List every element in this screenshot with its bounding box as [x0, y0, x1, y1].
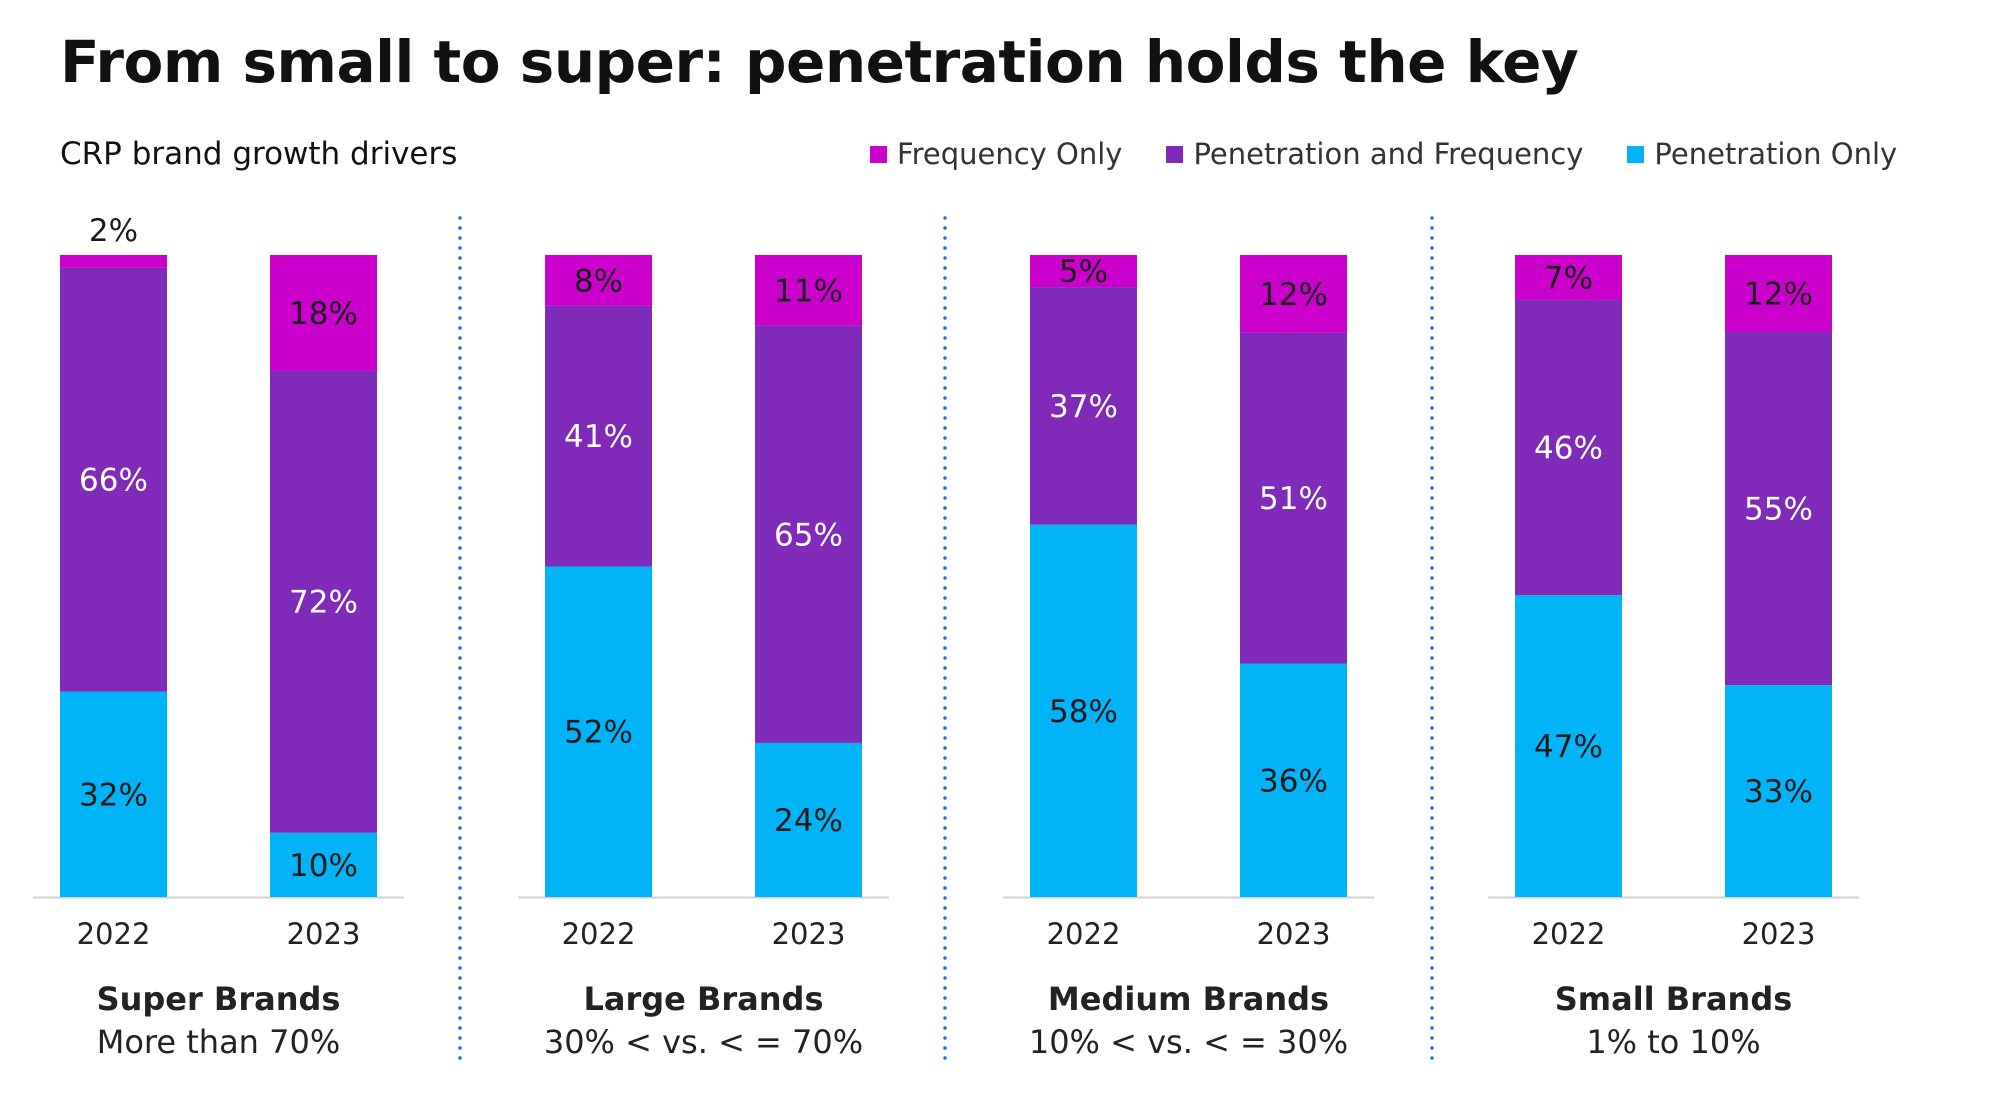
data-label: 10% [289, 848, 358, 884]
legend-item-penetration-and-frequency: Penetration and Frequency [1166, 137, 1583, 171]
legend-swatch-penetration-only [1627, 145, 1645, 163]
group-subtitle: More than 70% [97, 1023, 341, 1061]
bar-segment-penetration-and-frequency [1515, 299, 1622, 596]
data-label: 8% [574, 263, 623, 299]
data-label: 47% [1534, 729, 1603, 765]
bar-segment-penetration-and-frequency [1725, 332, 1832, 686]
data-label: 58% [1049, 694, 1118, 730]
data-label: 12% [1744, 277, 1813, 313]
chart-subtitle: CRP brand growth drivers [60, 136, 458, 172]
bar-segment-penetration-and-frequency [545, 305, 652, 567]
legend-label: Penetration Only [1654, 137, 1898, 171]
bar-segment-penetration-and-frequency [270, 370, 377, 833]
data-label: 52% [564, 715, 633, 751]
bar-segment-penetration-only [1515, 595, 1622, 897]
data-label: 12% [1259, 277, 1328, 313]
x-tick-label: 2022 [1047, 917, 1121, 951]
group-subtitle: 1% to 10% [1586, 1023, 1760, 1061]
data-label: 33% [1744, 774, 1813, 810]
bar-segment-frequency-only [1725, 255, 1832, 333]
group-title: Medium Brands [1048, 980, 1329, 1018]
bar-segment-frequency-only [1240, 255, 1347, 333]
legend-item-frequency-only: Frequency Only [870, 137, 1122, 171]
bar-segment-penetration-only [1240, 663, 1347, 897]
x-tick-label: 2023 [772, 917, 846, 951]
data-label: 41% [564, 419, 633, 455]
legend-label: Penetration and Frequency [1193, 137, 1584, 171]
bar-segment-frequency-only [1030, 255, 1137, 288]
data-label: 24% [774, 803, 843, 839]
bar-segment-frequency-only [270, 255, 377, 371]
bar-segment-penetration-only [545, 566, 652, 897]
bar-segment-penetration-only [1030, 524, 1137, 897]
data-label: 72% [289, 585, 358, 621]
bar-segment-penetration-only [60, 691, 167, 897]
bar-segment-penetration-and-frequency [60, 267, 167, 692]
data-label: 51% [1259, 481, 1328, 517]
x-tick-label: 2022 [77, 917, 151, 951]
group-title: Large Brands [583, 980, 823, 1018]
bar-segment-frequency-only [60, 255, 167, 268]
bar-segment-penetration-and-frequency [1030, 287, 1137, 525]
legend-swatch-frequency-only [870, 145, 887, 163]
bar-segment-penetration-and-frequency [755, 325, 862, 743]
legend-item-penetration-only: Penetration Only [1627, 137, 1897, 171]
data-label: 32% [79, 777, 148, 813]
data-label: 66% [79, 463, 148, 499]
data-label: 7% [1544, 260, 1593, 296]
data-label: 18% [289, 296, 358, 332]
data-label: 46% [1534, 431, 1603, 467]
x-tick-label: 2023 [287, 917, 361, 951]
legend-label: Frequency Only [897, 137, 1123, 171]
group-title: Small Brands [1555, 980, 1793, 1018]
x-tick-label: 2023 [1257, 917, 1331, 951]
bar-segment-frequency-only [545, 255, 652, 306]
group-subtitle: 30% < vs. < = 70% [544, 1023, 863, 1061]
data-label: 11% [774, 273, 843, 309]
data-label: 5% [1059, 254, 1108, 290]
bar-segment-penetration-only [755, 742, 862, 897]
data-label: 36% [1259, 763, 1328, 799]
bar-segment-penetration-only [270, 832, 377, 897]
group-title: Super Brands [97, 980, 341, 1018]
bar-segment-frequency-only [1515, 255, 1622, 300]
legend-swatch-penetration-and-frequency [1166, 145, 1184, 163]
bar-segment-penetration-and-frequency [1240, 332, 1347, 664]
bar-segment-frequency-only [755, 255, 862, 326]
data-label: 55% [1744, 492, 1813, 528]
x-tick-label: 2023 [1742, 917, 1816, 951]
legend: Frequency Only Penetration and Frequency… [870, 137, 1897, 171]
group-subtitle: 10% < vs. < = 30% [1029, 1023, 1348, 1061]
data-label: 37% [1049, 389, 1118, 425]
data-label: 65% [774, 517, 843, 553]
chart-title: From small to super: penetration holds t… [60, 28, 1579, 96]
data-label: 2% [89, 213, 138, 249]
x-tick-label: 2022 [562, 917, 636, 951]
x-tick-label: 2022 [1532, 917, 1606, 951]
bar-segment-penetration-only [1725, 685, 1832, 897]
